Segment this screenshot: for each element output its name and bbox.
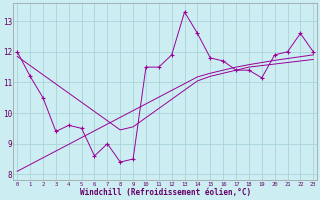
- X-axis label: Windchill (Refroidissement éolien,°C): Windchill (Refroidissement éolien,°C): [80, 188, 251, 197]
